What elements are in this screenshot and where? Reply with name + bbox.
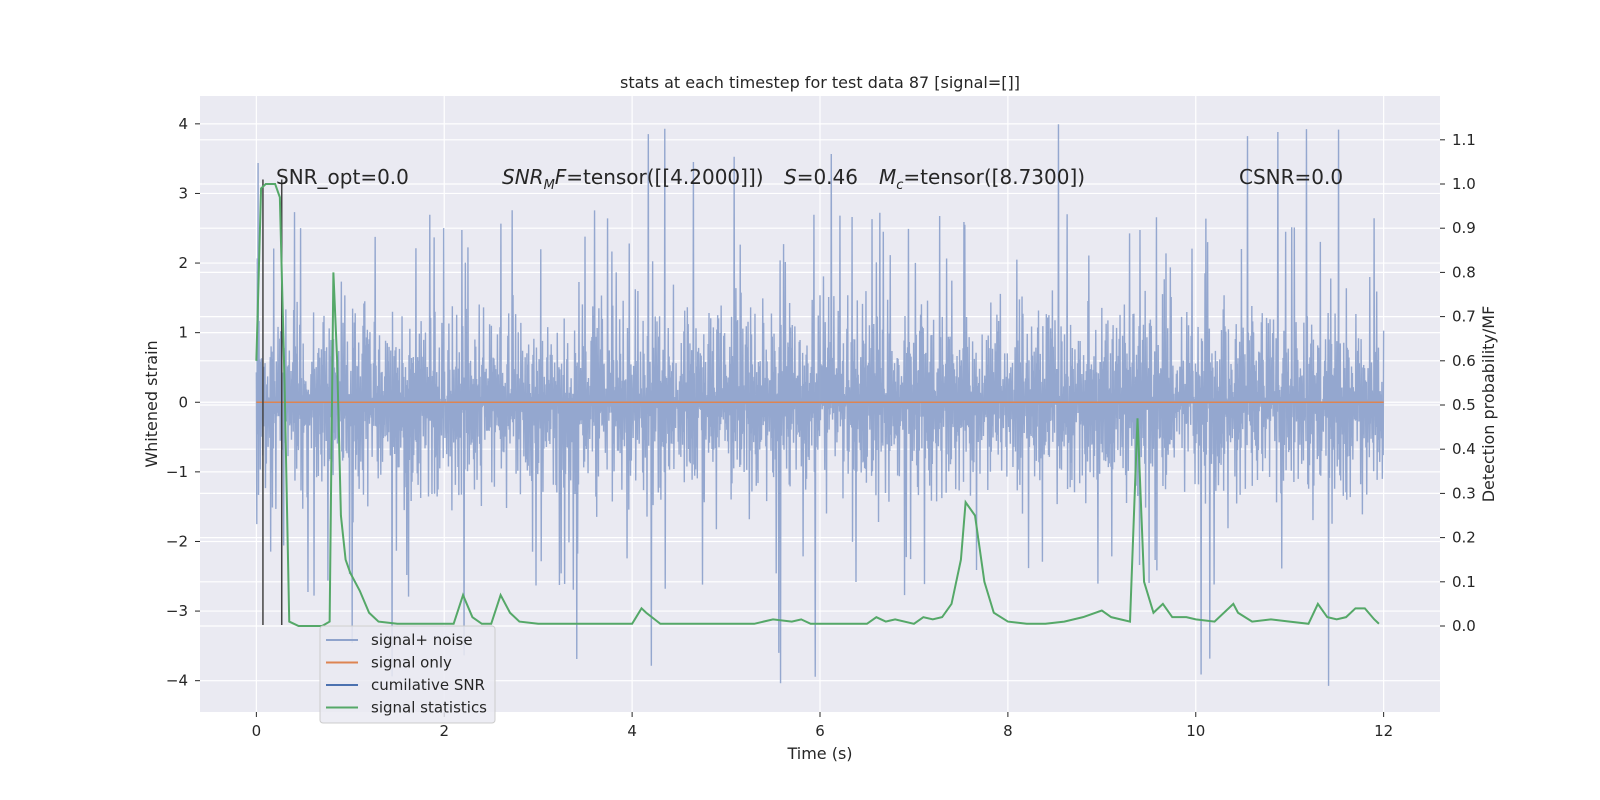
- x-tick-label: 6: [815, 722, 825, 740]
- mc-symbol: M: [879, 165, 896, 189]
- y-right-tick-label: 0.2: [1452, 529, 1476, 547]
- y-left-tick-label: 2: [178, 254, 188, 272]
- snr-mf-symbol: SNR: [502, 165, 544, 189]
- s-symbol: S: [784, 165, 797, 189]
- annotation-s: S=0.46: [784, 165, 858, 189]
- x-tick-label: 12: [1374, 722, 1393, 740]
- chart-title: stats at each timestep for test data 87 …: [620, 73, 1020, 92]
- y-right-tick-label: 0.6: [1452, 352, 1476, 370]
- annotation-csnr: CSNR=0.0: [1239, 165, 1343, 189]
- snr-mf-value: =tensor([[4.2000]]): [566, 165, 763, 189]
- annotation-snr-opt: SNR_opt=0.0: [276, 165, 409, 189]
- x-tick-label: 2: [439, 722, 449, 740]
- mc-subscript: c: [896, 178, 903, 193]
- annotation-mc: Mc=tensor([8.7300]): [879, 165, 1085, 193]
- ticks: 0 2 4 6 8 10 12−4−3−2−1012340.00.10.20.30.40.5…: [166, 115, 1476, 740]
- series-signal-statistics-line: [255, 183, 1380, 627]
- y-right-tick-label: 0.4: [1452, 440, 1476, 458]
- snr-mf-subscript: M: [544, 178, 555, 193]
- legend-label: signal statistics: [371, 699, 487, 717]
- series-layer: [255, 124, 1385, 686]
- y-left-tick-label: −2: [166, 532, 188, 550]
- x-tick-label: 10: [1186, 722, 1205, 740]
- y-right-tick-label: 0.5: [1452, 396, 1476, 414]
- x-tick-label: 4: [627, 722, 637, 740]
- y-left-tick-label: 0: [178, 393, 188, 411]
- y-left-tick-label: −3: [166, 602, 188, 620]
- series-signal-noise-line: [255, 124, 1385, 686]
- legend-label: signal+ noise: [371, 631, 473, 649]
- annotations: SNR_opt=0.0 SNRMF=tensor([[4.2000]]) S=0…: [276, 165, 1343, 193]
- mc-value: =tensor([8.7300]): [903, 165, 1085, 189]
- x-tick-label: 8: [1003, 722, 1013, 740]
- y-right-tick-label: 1.0: [1452, 175, 1476, 193]
- y-left-tick-label: −4: [166, 672, 188, 690]
- y-right-tick-label: 1.1: [1452, 131, 1476, 149]
- x-tick-label: 0: [252, 722, 262, 740]
- y-right-tick-label: 0.9: [1452, 219, 1476, 237]
- s-value: =0.46: [797, 165, 858, 189]
- y-axis-label-right: Detection probability/MF: [1479, 306, 1498, 503]
- x-axis-label: Time (s): [786, 744, 852, 763]
- y-right-tick-label: 0.0: [1452, 617, 1476, 635]
- y-left-tick-label: 1: [178, 324, 188, 342]
- annotation-snr-mf: SNRMF=tensor([[4.2000]]): [502, 165, 764, 193]
- legend: signal+ noise signal only cumilative SNR si…: [319, 625, 496, 724]
- legend-label: cumilative SNR: [371, 676, 485, 694]
- y-left-tick-label: 4: [178, 115, 188, 133]
- y-right-tick-label: 0.7: [1452, 308, 1476, 326]
- y-left-tick-label: −1: [166, 463, 188, 481]
- y-right-tick-label: 0.3: [1452, 484, 1476, 502]
- legend-label: signal only: [371, 654, 452, 672]
- y-left-tick-label: 3: [178, 184, 188, 202]
- snr-mf-tail: F: [555, 165, 567, 189]
- y-right-tick-label: 0.8: [1452, 263, 1476, 281]
- y-right-tick-label: 0.1: [1452, 573, 1476, 591]
- y-axis-label-left: Whitened strain: [142, 340, 161, 467]
- legend-box: [319, 625, 496, 724]
